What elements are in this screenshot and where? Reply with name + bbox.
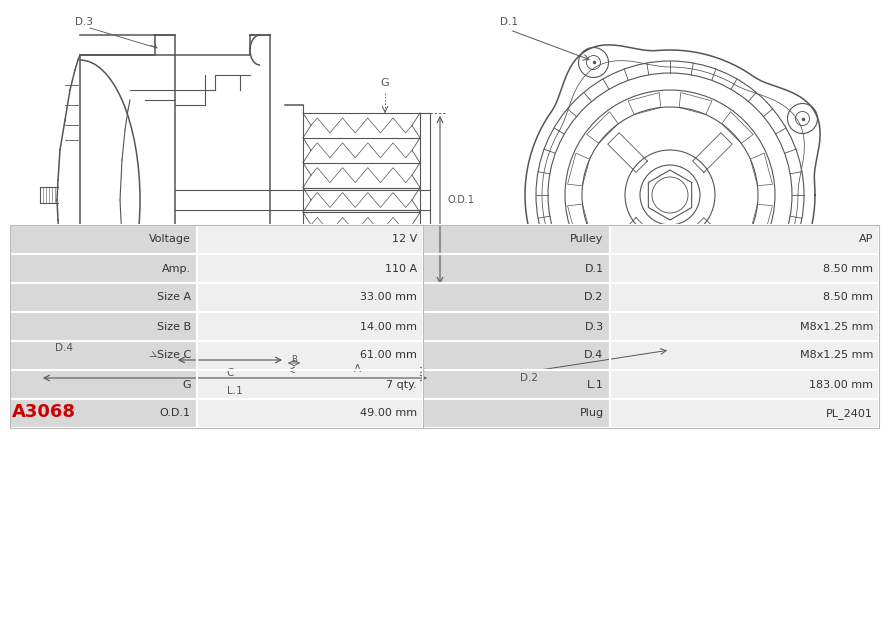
Text: Size C: Size C xyxy=(156,351,191,361)
Text: 183.00 mm: 183.00 mm xyxy=(809,379,873,389)
Bar xyxy=(11,255,196,282)
Text: C: C xyxy=(227,368,234,378)
Text: 61.00 mm: 61.00 mm xyxy=(360,351,417,361)
Bar xyxy=(611,255,878,282)
Text: O.D.1: O.D.1 xyxy=(448,195,475,205)
Bar xyxy=(424,400,609,427)
Text: D.3: D.3 xyxy=(584,321,604,331)
Text: Size A: Size A xyxy=(156,293,191,303)
Bar xyxy=(198,400,421,427)
Text: 8.50 mm: 8.50 mm xyxy=(823,293,873,303)
Bar xyxy=(611,400,878,427)
Text: D.4: D.4 xyxy=(584,351,604,361)
Bar xyxy=(11,400,196,427)
Bar xyxy=(611,284,878,311)
Bar xyxy=(11,371,196,398)
Text: M8x1.25 mm: M8x1.25 mm xyxy=(799,351,873,361)
Text: L.1: L.1 xyxy=(227,386,243,396)
Text: D.3: D.3 xyxy=(75,17,93,27)
Text: A: A xyxy=(354,364,361,374)
Text: D.2: D.2 xyxy=(584,293,604,303)
Text: Pulley: Pulley xyxy=(570,234,604,244)
Text: 14.00 mm: 14.00 mm xyxy=(360,321,417,331)
Bar xyxy=(11,342,196,369)
Text: D.2: D.2 xyxy=(520,373,538,383)
Bar xyxy=(424,255,609,282)
Text: AP: AP xyxy=(859,234,873,244)
Text: Size B: Size B xyxy=(156,321,191,331)
Text: A3068: A3068 xyxy=(12,403,76,421)
Text: 49.00 mm: 49.00 mm xyxy=(360,409,417,419)
Bar xyxy=(611,342,878,369)
Bar xyxy=(198,284,421,311)
Bar xyxy=(198,342,421,369)
Bar xyxy=(198,226,421,253)
Text: L.1: L.1 xyxy=(587,379,604,389)
Text: 8.50 mm: 8.50 mm xyxy=(823,264,873,273)
Bar xyxy=(11,313,196,340)
Bar xyxy=(11,226,196,253)
Text: D.1: D.1 xyxy=(584,264,604,273)
Text: G: G xyxy=(182,379,191,389)
Bar xyxy=(611,371,878,398)
Text: B: B xyxy=(291,355,297,364)
Bar xyxy=(424,342,609,369)
Text: 33.00 mm: 33.00 mm xyxy=(360,293,417,303)
Text: PL_2401: PL_2401 xyxy=(826,408,873,419)
Text: Voltage: Voltage xyxy=(149,234,191,244)
Text: D.4: D.4 xyxy=(55,343,73,353)
Bar xyxy=(198,255,421,282)
Text: 12 V: 12 V xyxy=(391,234,417,244)
Text: Plug: Plug xyxy=(580,409,604,419)
Bar xyxy=(198,313,421,340)
Bar xyxy=(424,226,609,253)
Bar xyxy=(424,371,609,398)
Text: M8x1.25 mm: M8x1.25 mm xyxy=(799,321,873,331)
Bar xyxy=(11,284,196,311)
Bar xyxy=(198,371,421,398)
Text: G: G xyxy=(380,78,389,88)
Bar xyxy=(611,313,878,340)
Bar xyxy=(424,284,609,311)
Bar xyxy=(424,313,609,340)
Bar xyxy=(611,226,878,253)
Text: O.D.1: O.D.1 xyxy=(160,409,191,419)
Text: 7 qty.: 7 qty. xyxy=(386,379,417,389)
Text: Amp.: Amp. xyxy=(162,264,191,273)
Text: 110 A: 110 A xyxy=(385,264,417,273)
Text: D.1: D.1 xyxy=(500,17,518,27)
